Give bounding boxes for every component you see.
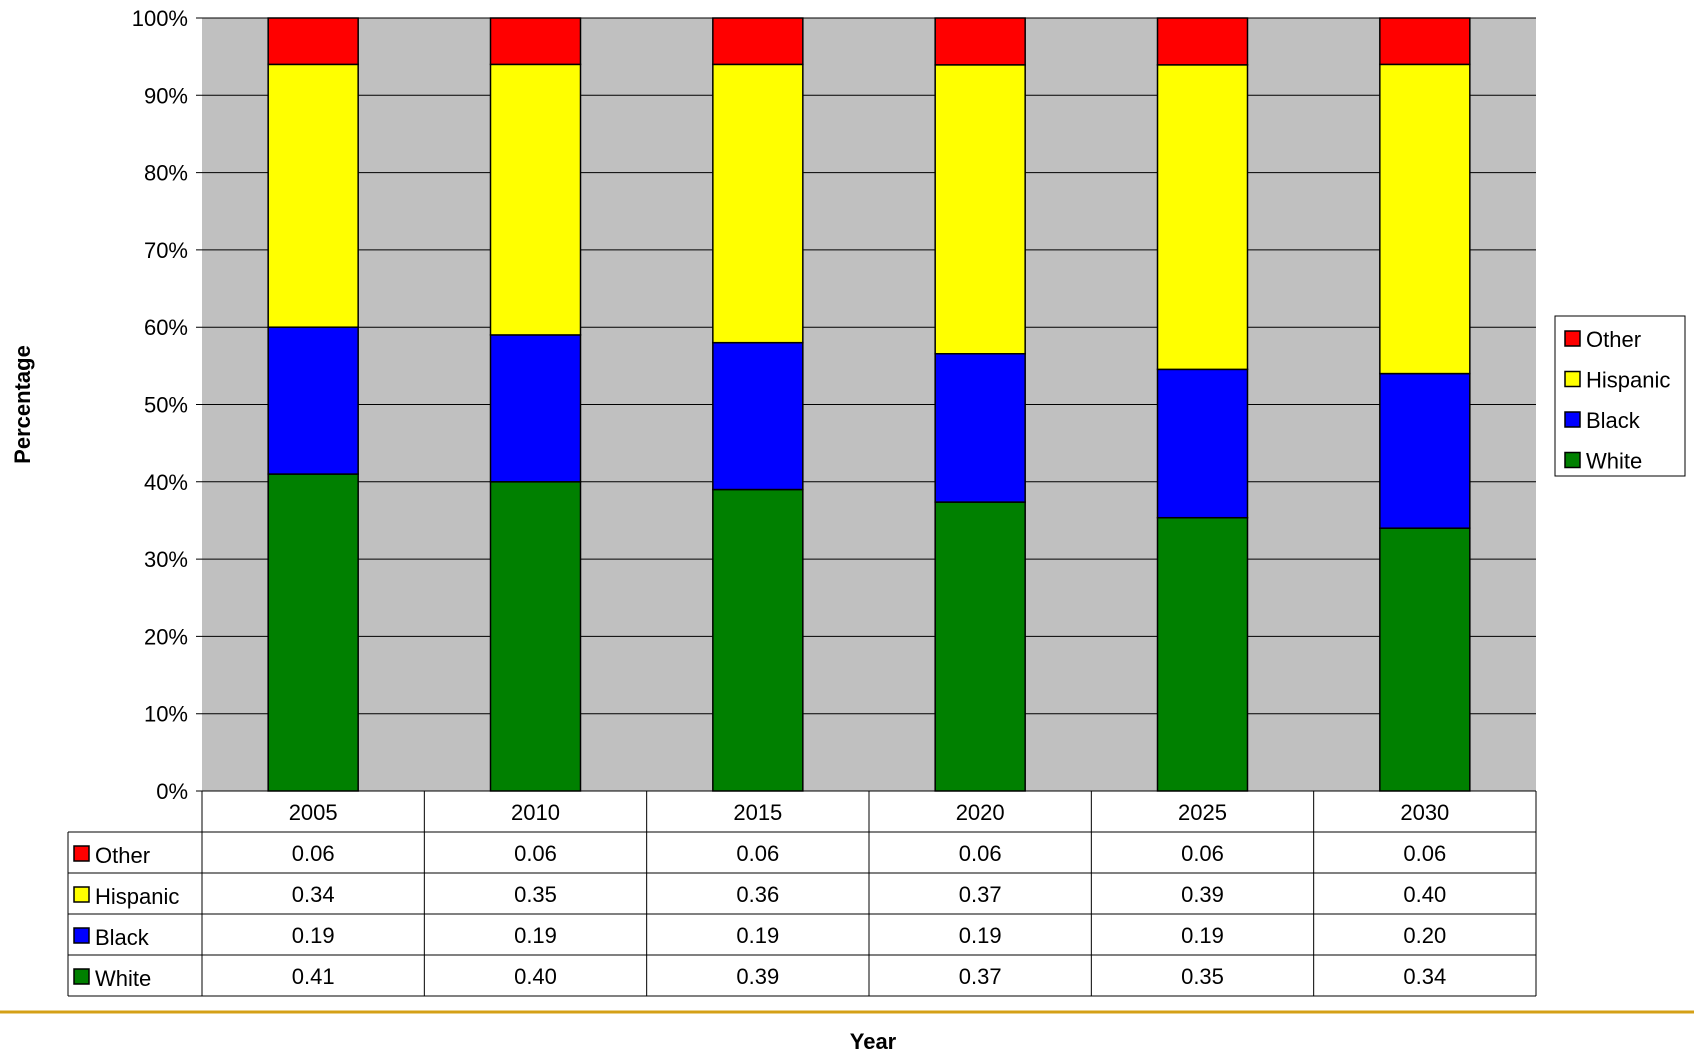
bar-segment-other-2030 bbox=[1379, 17, 1471, 66]
bar-segment-black-2005 bbox=[267, 326, 359, 475]
bar-segment-black-2015 bbox=[712, 341, 804, 491]
bar-segment-hispanic-2010 bbox=[489, 63, 582, 336]
y-tick-label: 0% bbox=[156, 779, 188, 804]
y-tick-label: 60% bbox=[144, 315, 188, 340]
bar-segment-hispanic-2020 bbox=[934, 64, 1026, 355]
bar-segment-other-2010 bbox=[489, 17, 582, 66]
table-cell-value: 0.39 bbox=[1181, 882, 1224, 907]
bar-segment-black-2030 bbox=[1379, 372, 1471, 529]
legend-swatch-black bbox=[1564, 411, 1581, 428]
table-cell-value: 0.37 bbox=[959, 964, 1002, 989]
table-row-label: White bbox=[95, 966, 151, 991]
table-row-label: Hispanic bbox=[95, 884, 179, 909]
table-cell-value: 0.34 bbox=[292, 882, 335, 907]
table-cell-value: 0.19 bbox=[1181, 923, 1224, 948]
table-cell-value: 0.19 bbox=[736, 923, 779, 948]
x-category-label: 2010 bbox=[511, 800, 560, 825]
bar-segment-hispanic-2025 bbox=[1156, 64, 1249, 371]
legend: Other Hispanic Black White bbox=[1554, 315, 1686, 477]
table-key-swatch-white bbox=[73, 968, 90, 985]
bar-segment-other-2005 bbox=[267, 17, 359, 66]
table-cell-value: 0.35 bbox=[1181, 964, 1224, 989]
x-category-label: 2015 bbox=[733, 800, 782, 825]
legend-label: Other bbox=[1586, 327, 1641, 352]
bar-segment-hispanic-2005 bbox=[267, 63, 359, 328]
gridlines bbox=[196, 17, 1536, 792]
table-cell-value: 0.40 bbox=[514, 964, 557, 989]
table-cell-value: 0.19 bbox=[514, 923, 557, 948]
legend-swatch-hispanic bbox=[1564, 370, 1581, 388]
table-key-swatch-other bbox=[73, 845, 90, 862]
table-row-label: Black bbox=[95, 925, 150, 950]
y-tick-label: 70% bbox=[144, 238, 188, 263]
bar-segment-black-2010 bbox=[489, 334, 582, 483]
table-key-swatch-black bbox=[73, 927, 90, 944]
legend-swatch-white bbox=[1564, 451, 1581, 469]
bar-segment-white-2005 bbox=[267, 473, 359, 792]
bar-segment-hispanic-2030 bbox=[1379, 63, 1471, 375]
y-tick-label: 50% bbox=[144, 393, 188, 418]
y-tick-label: 80% bbox=[144, 161, 188, 186]
y-axis-title: Percentage bbox=[10, 345, 35, 464]
table-cell-value: 0.35 bbox=[514, 882, 557, 907]
legend-label: Hispanic bbox=[1586, 368, 1670, 393]
bar-segment-white-2025 bbox=[1156, 516, 1249, 792]
table-cell-value: 0.06 bbox=[514, 841, 557, 866]
y-tick-label: 10% bbox=[144, 702, 188, 727]
bars bbox=[267, 17, 1471, 792]
x-category-label: 2025 bbox=[1178, 800, 1227, 825]
table-cell-value: 0.36 bbox=[736, 882, 779, 907]
table-cell-value: 0.39 bbox=[736, 964, 779, 989]
table-cell-value: 0.06 bbox=[292, 841, 335, 866]
table-row-label: Other bbox=[95, 843, 150, 868]
legend-swatch-other bbox=[1564, 330, 1581, 347]
table-cell-value: 0.40 bbox=[1403, 882, 1446, 907]
table-cell-value: 0.19 bbox=[292, 923, 335, 948]
table-cell-value: 0.06 bbox=[1403, 841, 1446, 866]
table-cell-value: 0.06 bbox=[1181, 841, 1224, 866]
table-cell-value: 0.41 bbox=[292, 964, 335, 989]
bar-segment-black-2025 bbox=[1156, 368, 1249, 519]
bar-segment-white-2015 bbox=[712, 488, 804, 792]
legend-label: Black bbox=[1586, 408, 1641, 433]
table-key-swatch-hispanic bbox=[73, 886, 90, 903]
x-category-label: 2030 bbox=[1400, 800, 1449, 825]
table-cell-value: 0.06 bbox=[736, 841, 779, 866]
x-category-label: 2020 bbox=[956, 800, 1005, 825]
bar-segment-black-2020 bbox=[934, 352, 1026, 503]
table-cell-value: 0.20 bbox=[1403, 923, 1446, 948]
bar-segment-other-2025 bbox=[1156, 17, 1249, 66]
x-category-label: 2005 bbox=[289, 800, 338, 825]
bar-segment-white-2020 bbox=[934, 501, 1026, 792]
table-cell-value: 0.34 bbox=[1403, 964, 1446, 989]
y-tick-label: 20% bbox=[144, 624, 188, 649]
bar-segment-other-2015 bbox=[712, 17, 804, 66]
y-tick-label: 30% bbox=[144, 547, 188, 572]
bar-segment-hispanic-2015 bbox=[712, 63, 804, 344]
y-tick-label: 90% bbox=[144, 83, 188, 108]
bar-segment-other-2020 bbox=[934, 17, 1026, 66]
table-cell-value: 0.37 bbox=[959, 882, 1002, 907]
y-tick-label: 100% bbox=[132, 6, 188, 31]
table-cell-value: 0.19 bbox=[959, 923, 1002, 948]
x-axis-title: Year bbox=[850, 1029, 897, 1054]
data-table: 2005 2010 2015 2020 2025 2030 Other 0.06 0.06 0.0… bbox=[67, 790, 1537, 997]
y-axis-ticks: 0% 10% 20% 30% 40% 50% 60% 70% 80% 90% 100% bbox=[132, 6, 188, 804]
bar-segment-white-2030 bbox=[1379, 527, 1471, 792]
y-tick-label: 40% bbox=[144, 470, 188, 495]
table-cell-value: 0.06 bbox=[959, 841, 1002, 866]
legend-label: White bbox=[1586, 449, 1642, 474]
bar-segment-white-2010 bbox=[489, 481, 582, 792]
